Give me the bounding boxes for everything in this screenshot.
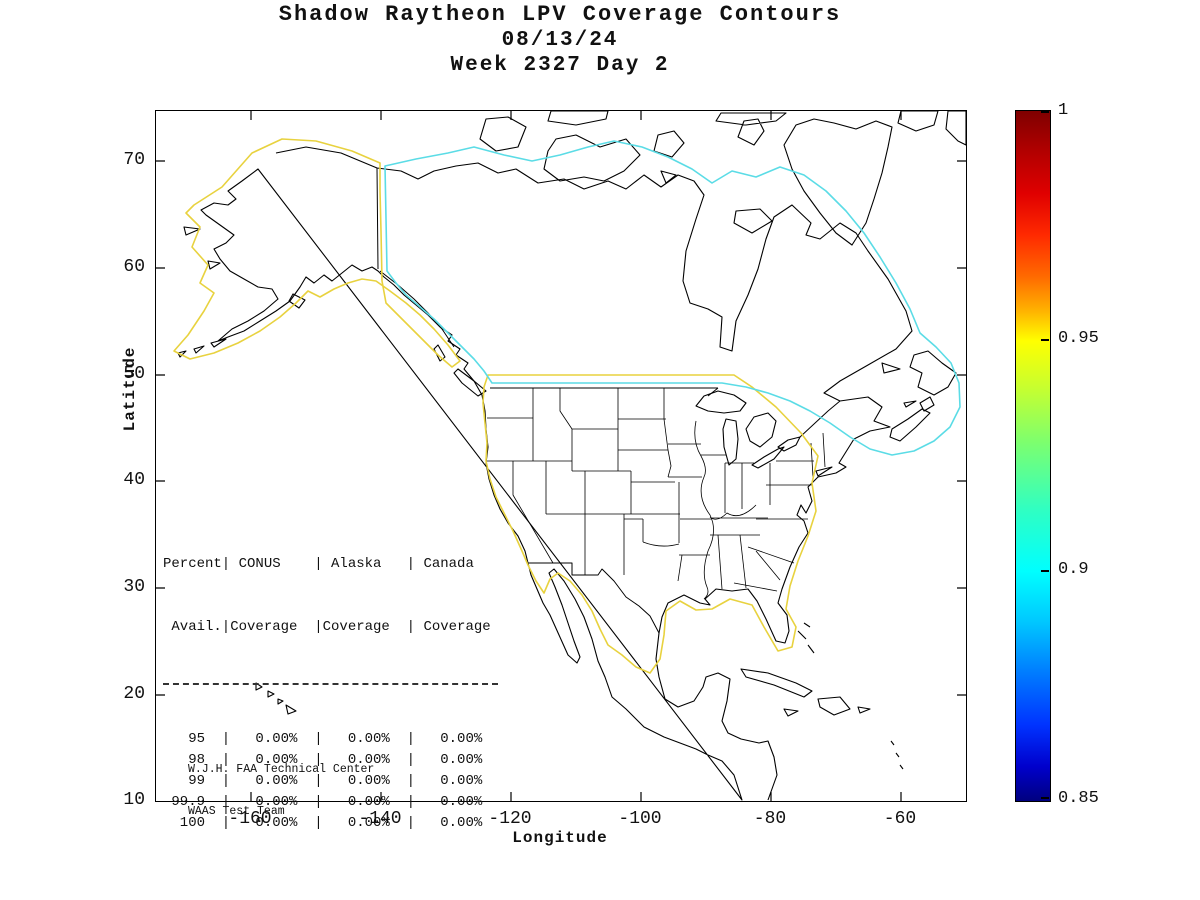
y-tick-label: 50 (123, 364, 145, 384)
title-block: Shadow Raytheon LPV Coverage Contours 08… (155, 2, 965, 78)
us-mexico-border (528, 562, 660, 634)
x-tick-label: -100 (618, 809, 662, 829)
y-tick-label: 10 (123, 790, 145, 810)
coverage-table: Percent| CONUS | Alaska | Canada Avail.|… (163, 512, 508, 876)
bering-islands (183, 226, 221, 270)
chart-week-day: Week 2327 Day 2 (450, 54, 670, 77)
axis-tick-marks (156, 111, 966, 801)
colorbar-tick-label: 1 (1058, 101, 1069, 120)
x-tick-label: -120 (488, 809, 532, 829)
coverage-table-rows: 95 | 0.00% | 0.00% | 0.00% 98 | 0.00% | … (163, 729, 508, 834)
colorbar-tick-label: 0.85 (1058, 789, 1099, 808)
caribbean-islands (740, 622, 904, 770)
credit-block: W.J.H. FAA Technical Center WAAS Test Te… (188, 735, 374, 847)
colorbar-tick-mark (1041, 339, 1049, 341)
coverage-table-row: 100 | 0.00% | 0.00% | 0.00% (163, 815, 483, 831)
colorbar-tick-mark (1041, 797, 1049, 799)
plot-area (155, 110, 967, 802)
coverage-table-row: 99 | 0.00% | 0.00% | 0.00% (163, 773, 483, 789)
y-tick-label: 30 (123, 577, 145, 597)
aleutian-islands (177, 338, 227, 358)
alaska-canada-border (376, 167, 455, 348)
y-tick-label: 70 (123, 150, 145, 170)
nova-scotia (889, 396, 935, 442)
x-tick-label: -60 (883, 809, 917, 829)
x-tick-label: -160 (228, 809, 272, 829)
y-tick-label: 20 (123, 684, 145, 704)
hawaii-islands (255, 682, 297, 715)
north-america-map (156, 111, 966, 801)
colorbar-tick-label: 0.95 (1058, 329, 1099, 348)
chart-title: Shadow Raytheon LPV Coverage Contours (278, 2, 842, 27)
state-borders (486, 388, 826, 600)
coverage-table-header-2: Avail.|Coverage |Coverage | Coverage (163, 619, 491, 635)
chart-date: 08/13/24 (501, 29, 619, 52)
coverage-table-row: 99.9 | 0.00% | 0.00% | 0.00% (163, 794, 483, 810)
haida-gwaii-island (433, 344, 446, 362)
alaska-coverage-contour (173, 138, 461, 368)
colorbar-tick-mark (1041, 111, 1049, 113)
canada-coverage-contour (384, 140, 961, 456)
y-tick-label: 40 (123, 470, 145, 490)
anticosti-island (881, 362, 901, 374)
x-axis-label: Longitude (512, 829, 608, 847)
coverage-contours (173, 138, 961, 674)
colorbar-tick-mark (1041, 570, 1049, 572)
coverage-table-separator (163, 683, 498, 685)
vancouver-island (453, 368, 487, 397)
state-border-lines (486, 388, 826, 600)
newfoundland-island (909, 350, 957, 396)
coverage-table-row: 98 | 0.00% | 0.00% | 0.00% (163, 752, 483, 768)
x-tick-label: -140 (358, 809, 402, 829)
credit-line-2: WAAS Test Team (188, 805, 285, 818)
coastlines (177, 111, 966, 801)
colorbar (1015, 110, 1051, 802)
great-lakes (695, 390, 801, 469)
colorbar-tick-label: 0.9 (1058, 560, 1089, 579)
coverage-table-row: 95 | 0.00% | 0.00% | 0.00% (163, 731, 483, 747)
x-tick-label: -80 (753, 809, 787, 829)
conus-coverage-contour (482, 374, 819, 674)
y-axis-label: Latitude (121, 346, 139, 432)
credit-line-1: W.J.H. FAA Technical Center (188, 763, 375, 776)
long-island (815, 466, 833, 477)
y-tick-label: 60 (123, 257, 145, 277)
arctic-islands (479, 111, 966, 246)
coverage-table-header-1: Percent| CONUS | Alaska | Canada (163, 556, 474, 572)
